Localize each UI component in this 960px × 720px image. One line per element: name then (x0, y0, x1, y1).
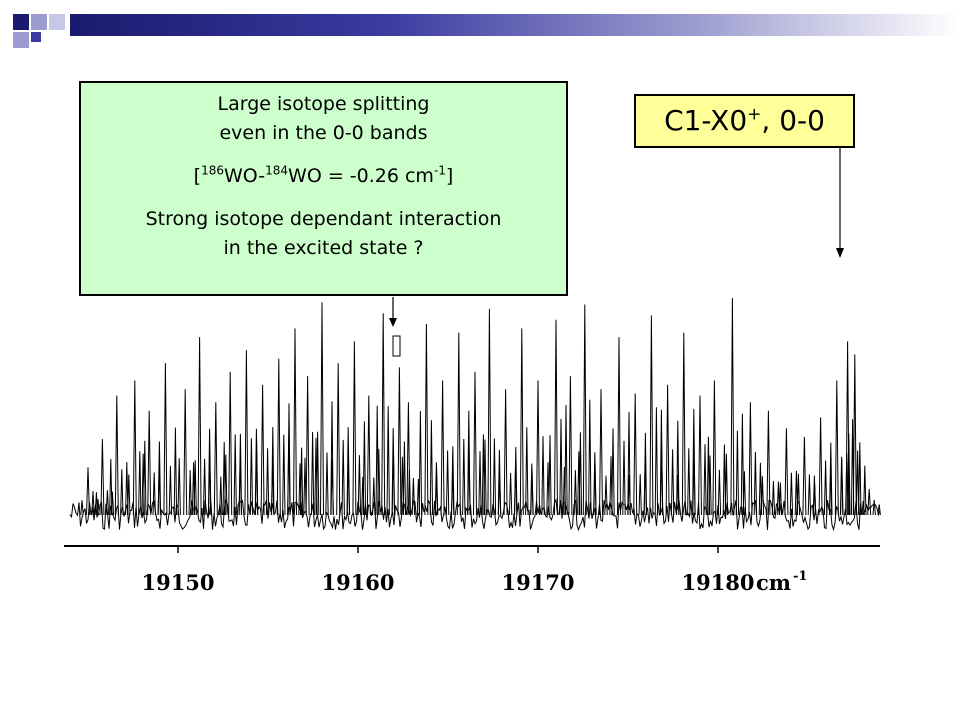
spectrum-peak (692, 395, 712, 516)
band-label-sup: + (747, 104, 762, 125)
spectrum-peak (208, 402, 228, 516)
spectrum-peak (314, 302, 334, 516)
x-unit-label: cm (756, 570, 791, 595)
spectrum-peak (861, 488, 881, 516)
spectrum-peak (109, 395, 129, 516)
spectrum-peak (375, 313, 395, 516)
spectrum-peak (361, 395, 381, 516)
spectrum-peak (724, 297, 745, 516)
spectrum-peak (706, 380, 727, 516)
iso2-mass: 184 (265, 163, 289, 178)
spectrum-peak (80, 467, 100, 516)
header-square-small (31, 32, 41, 42)
spectrum-peak (562, 376, 583, 516)
spectrum-peak (254, 384, 275, 516)
annotation-arrow-head (389, 318, 397, 327)
spectrum-peak (659, 384, 680, 516)
spectrum-peak (812, 417, 833, 516)
spectrum-peak (643, 315, 664, 516)
spectrum-peak (94, 439, 115, 516)
spectrum-peak (796, 436, 817, 516)
x-axis-ticks: 19150 19160 19170 19180 cm -1 (141, 546, 807, 595)
annotation-ratio: [186WO-184WO = -0.26 cm-1] (81, 162, 566, 191)
header-square-light-2 (13, 32, 29, 48)
spectrum-peak (676, 332, 696, 516)
spectrum-peak (530, 380, 550, 516)
spectrum-peak (778, 428, 799, 516)
annotation-line-1: Large isotope splitting (217, 93, 430, 115)
header-gradient-bar (70, 14, 960, 36)
band-label-box: C1-X0+, 0-0 (634, 94, 855, 148)
spectrum-peak (222, 371, 242, 516)
annotation-line-4: Strong isotope dependant interaction (145, 208, 502, 230)
iso1-symbol: WO- (223, 165, 266, 187)
annotation-line-5: in the excited state ? (223, 237, 424, 259)
spectrum-peak (238, 350, 259, 516)
unit-exponent: -1 (433, 163, 446, 178)
isotope-marker (392, 335, 401, 357)
spectrum-peak (847, 354, 867, 516)
spectrum-peak (157, 363, 178, 516)
spectrum-peak (467, 371, 487, 516)
spectrum-peak (611, 337, 631, 516)
spectrum-peak (481, 308, 502, 516)
spectrum-peak (742, 402, 763, 516)
iso2-symbol: WO = -0.26 cm (288, 165, 434, 187)
iso1-mass: 186 (201, 163, 224, 178)
x-unit-exponent: -1 (793, 569, 807, 584)
x-tick-label: 19170 (501, 570, 574, 595)
header-square-dark (13, 14, 29, 30)
x-tick-label: 19160 (321, 570, 394, 595)
ratio-open: [ (193, 165, 202, 187)
spectrum-peak (451, 332, 471, 516)
spectrum-peak (330, 363, 350, 516)
spectrum-peak (760, 410, 781, 516)
spectrum-peak (593, 389, 613, 516)
annotation-spacer-2 (81, 191, 566, 205)
spectrum-peak (346, 341, 367, 516)
band-arrow-head (836, 248, 844, 258)
spectrum-peak (839, 341, 860, 516)
spectrum-peak (548, 319, 568, 516)
spectrum-peak (299, 376, 320, 516)
band-label-main: C1-X0 (664, 104, 748, 137)
header-square-mid (49, 14, 65, 30)
ratio-close: ] (445, 165, 454, 187)
spectrum-peak (577, 304, 597, 516)
header-square-light (31, 14, 47, 30)
spectrum-peak (400, 402, 421, 516)
spectrum-peak (418, 323, 439, 516)
spectrum-peak (271, 358, 291, 516)
annotation-line-2: even in the 0-0 bands (219, 122, 428, 144)
isotope-annotation-box: Large isotope splitting even in the 0-0 … (79, 81, 568, 296)
annotation-spacer (81, 148, 566, 162)
spectrum-peak (829, 380, 849, 516)
spectrum-peak (177, 389, 197, 516)
x-tick-label: 19180 (681, 570, 754, 595)
spectrum-peak (514, 328, 534, 516)
spectrum-trace (69, 297, 881, 532)
spectrum-peak (127, 380, 147, 516)
spectrum-peak (497, 389, 518, 516)
spectrum-peak (434, 380, 455, 516)
spectrum-peak (391, 367, 412, 516)
x-tick-label: 19150 (141, 570, 214, 595)
spectrum-peak (627, 393, 647, 516)
spectrum-peak (191, 337, 212, 516)
band-label-rest: , 0-0 (761, 104, 825, 137)
spectrum-peak (287, 328, 307, 516)
spectrum-peak (141, 410, 161, 516)
